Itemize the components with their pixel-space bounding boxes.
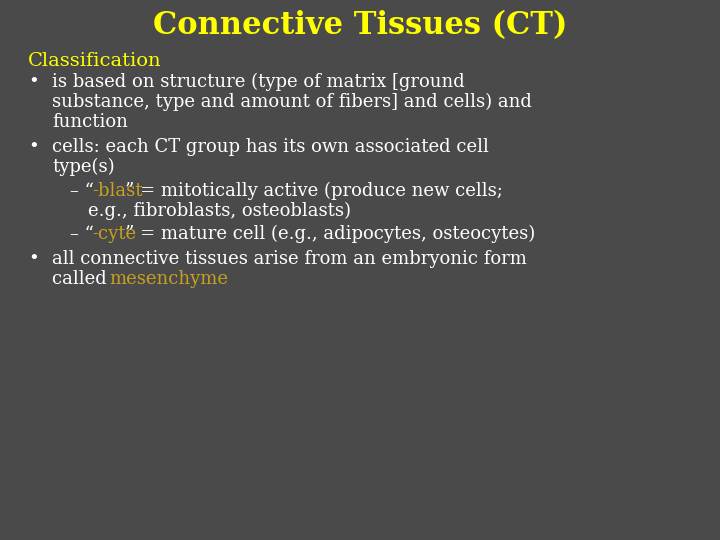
Text: function: function (52, 113, 128, 131)
Text: mesenchyme: mesenchyme (109, 270, 228, 288)
Text: type(s): type(s) (52, 158, 114, 176)
Text: Classification: Classification (28, 52, 161, 70)
Text: -blast: -blast (92, 182, 143, 200)
Text: – “: – “ (70, 182, 94, 200)
Text: •: • (28, 250, 39, 268)
Text: is based on structure (type of matrix [ground: is based on structure (type of matrix [g… (52, 73, 464, 91)
Text: ” = mitotically active (produce new cells;: ” = mitotically active (produce new cell… (125, 182, 503, 200)
Text: -cyte: -cyte (92, 225, 136, 243)
Text: e.g., fibroblasts, osteoblasts): e.g., fibroblasts, osteoblasts) (88, 202, 351, 220)
Text: substance, type and amount of fibers] and cells) and: substance, type and amount of fibers] an… (52, 93, 532, 111)
Text: •: • (28, 73, 39, 91)
Text: – “: – “ (70, 225, 94, 243)
Text: •: • (28, 138, 39, 156)
Text: cells: each CT group has its own associated cell: cells: each CT group has its own associa… (52, 138, 489, 156)
Text: Connective Tissues (CT): Connective Tissues (CT) (153, 10, 567, 41)
Text: ” = mature cell (e.g., adipocytes, osteocytes): ” = mature cell (e.g., adipocytes, osteo… (125, 225, 535, 243)
Text: all connective tissues arise from an embryonic form: all connective tissues arise from an emb… (52, 250, 527, 268)
Text: called: called (52, 270, 112, 288)
